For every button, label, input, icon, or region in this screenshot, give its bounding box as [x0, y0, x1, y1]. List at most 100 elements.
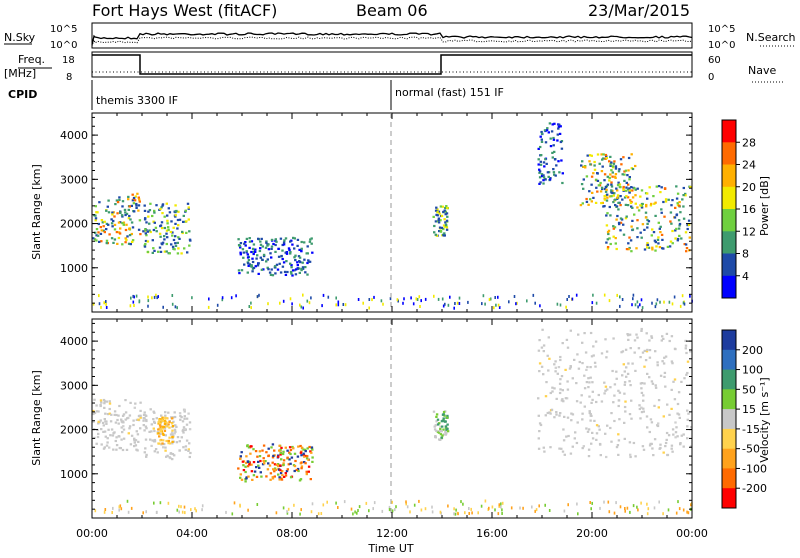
scatter-cell — [686, 227, 689, 231]
scatter-cell — [554, 370, 557, 373]
scatter-cell — [626, 174, 629, 177]
scatter-cell — [117, 221, 121, 224]
scatter-cell — [188, 455, 191, 459]
near-range-cell — [415, 297, 418, 301]
scatter-cell — [619, 217, 623, 220]
scatter-cell — [562, 439, 566, 442]
scatter-cell — [189, 451, 192, 455]
scatter-cell — [624, 348, 628, 351]
scatter-cell — [606, 246, 610, 249]
scatter-cell — [685, 247, 689, 250]
scatter-cell — [591, 390, 594, 393]
scatter-cell — [118, 196, 121, 199]
scatter-cell — [275, 463, 278, 466]
near-range-cell — [498, 503, 501, 507]
near-range-cell — [357, 509, 359, 512]
scatter-cell — [239, 476, 242, 479]
scatter-cell — [612, 235, 615, 238]
near-range-cell — [655, 302, 658, 306]
scatter-cell — [538, 430, 541, 433]
scatter-cell — [178, 237, 181, 240]
scatter-cell — [239, 457, 242, 460]
scatter-cell — [279, 271, 283, 274]
scatter-cell — [159, 224, 163, 227]
scatter-cell — [256, 254, 259, 257]
scatter-cell — [610, 169, 613, 172]
scatter-cell — [598, 428, 601, 431]
scatter-cell — [560, 447, 563, 450]
scatter-cell — [438, 212, 441, 215]
near-range-cell — [484, 499, 487, 503]
near-range-cell — [471, 511, 473, 515]
scatter-cell — [144, 232, 147, 235]
near-range-cell — [453, 507, 455, 511]
scatter-cell — [640, 206, 644, 209]
near-range-cell — [576, 502, 578, 506]
scatter-cell — [634, 455, 637, 458]
scatter-cell — [537, 158, 540, 161]
scatter-cell — [674, 421, 677, 424]
scatter-cell — [581, 362, 584, 365]
colorbar-tick-label: 28 — [742, 136, 756, 149]
scatter-cell — [117, 422, 120, 425]
scatter-cell — [630, 153, 633, 156]
power-colorbar-label: Power [dB] — [758, 176, 771, 236]
near-range-cell — [636, 505, 638, 509]
scatter-cell — [142, 424, 145, 427]
near-range-cell — [556, 302, 559, 306]
near-range-cell — [419, 305, 421, 308]
scatter-cell — [121, 215, 124, 218]
scatter-cell — [617, 221, 621, 224]
near-range-cell — [207, 305, 210, 309]
scatter-cell — [265, 451, 268, 454]
scatter-cell — [297, 255, 301, 258]
scatter-cell — [165, 250, 168, 253]
scatter-cell — [617, 208, 620, 211]
scatter-cell — [134, 444, 138, 447]
scatter-cell — [675, 185, 678, 188]
scatter-cell — [246, 460, 250, 463]
scatter-cell — [648, 349, 652, 352]
scatter-cell — [566, 346, 570, 349]
scatter-cell — [285, 470, 289, 473]
scatter-cell — [181, 429, 184, 432]
scatter-cell — [174, 204, 177, 207]
scatter-cell — [182, 446, 185, 449]
scatter-cell — [640, 387, 643, 390]
scatter-cell — [653, 404, 656, 407]
scatter-cell — [676, 402, 680, 406]
scatter-cell — [624, 203, 628, 206]
scatter-cell — [671, 362, 674, 365]
scatter-cell — [625, 181, 628, 184]
scatter-cell — [628, 176, 631, 179]
scatter-cell — [266, 244, 269, 247]
scatter-cell — [605, 455, 608, 459]
scatter-cell — [621, 374, 624, 377]
scatter-cell — [108, 400, 111, 403]
scatter-cell — [673, 216, 677, 219]
scatter-cell — [301, 266, 305, 269]
near-range-cell — [352, 512, 354, 516]
scatter-cell — [635, 247, 638, 250]
scatter-cell — [663, 356, 666, 359]
scatter-cell — [99, 226, 102, 229]
scatter-cell — [589, 198, 592, 201]
near-range-cell — [118, 505, 121, 509]
scatter-cell — [538, 422, 542, 425]
near-range-cell — [156, 296, 158, 300]
scatter-cell — [165, 424, 168, 427]
scatter-cell — [159, 418, 162, 421]
scatter-cell — [136, 192, 139, 195]
near-range-cell — [592, 293, 594, 297]
scatter-cell — [249, 445, 252, 448]
near-range-cell — [632, 293, 635, 297]
scatter-cell — [542, 344, 546, 347]
scatter-cell — [650, 336, 654, 339]
scatter-cell — [272, 242, 275, 246]
scatter-cell — [130, 204, 133, 207]
scatter-cell — [282, 462, 285, 465]
scatter-cell — [625, 186, 628, 189]
scatter-cell — [120, 426, 123, 429]
scatter-cell — [644, 211, 648, 214]
